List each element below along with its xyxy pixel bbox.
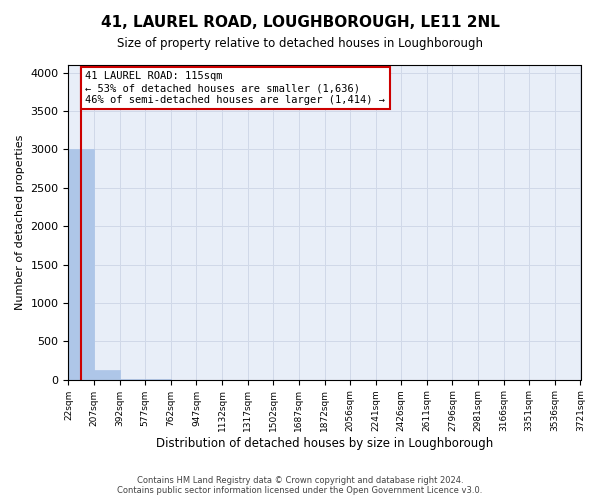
Text: Size of property relative to detached houses in Loughborough: Size of property relative to detached ho… [117,38,483,51]
Text: 41, LAUREL ROAD, LOUGHBOROUGH, LE11 2NL: 41, LAUREL ROAD, LOUGHBOROUGH, LE11 2NL [101,15,499,30]
Y-axis label: Number of detached properties: Number of detached properties [15,134,25,310]
Bar [68,150,94,380]
X-axis label: Distribution of detached houses by size in Loughborough: Distribution of detached houses by size … [156,437,493,450]
Text: 41 LAUREL ROAD: 115sqm
← 53% of detached houses are smaller (1,636)
46% of semi-: 41 LAUREL ROAD: 115sqm ← 53% of detached… [85,72,385,104]
Text: Contains HM Land Registry data © Crown copyright and database right 2024.
Contai: Contains HM Land Registry data © Crown c… [118,476,482,495]
Bar [94,370,119,380]
